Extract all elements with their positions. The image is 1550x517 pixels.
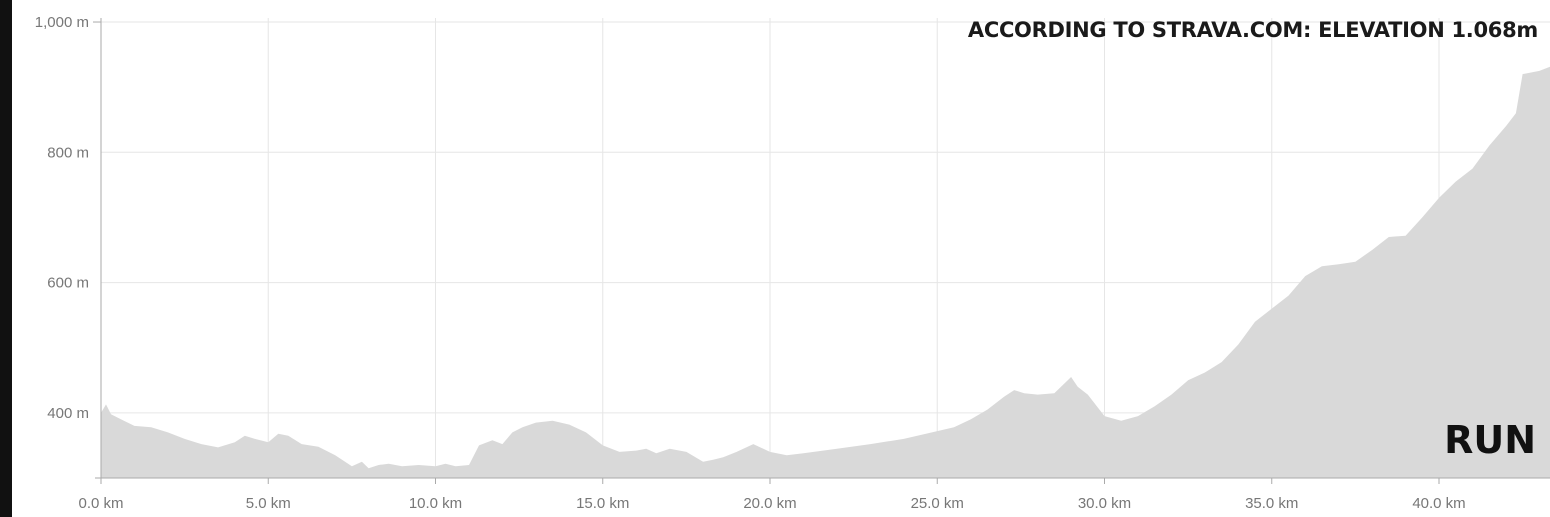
x-tick-label: 30.0 km	[1078, 495, 1131, 512]
x-tick-label: 40.0 km	[1412, 495, 1465, 512]
x-tick-label: 20.0 km	[743, 495, 796, 512]
x-tick-label: 15.0 km	[576, 495, 629, 512]
run-label: RUN	[1444, 418, 1536, 462]
x-tick-label: 0.0 km	[78, 495, 123, 512]
y-tick-label: 600 m	[47, 275, 89, 292]
chart-title: ACCORDING TO STRAVA.COM: ELEVATION 1.068…	[967, 18, 1538, 42]
x-tick-label: 10.0 km	[409, 495, 462, 512]
y-tick-label: 1,000 m	[35, 14, 89, 31]
tick-labels: 400 m 600 m 800 m 1,000 m 0.0 km 5.0 km 10.0 k…	[35, 14, 1466, 512]
x-tick-label: 25.0 km	[911, 495, 964, 512]
y-tick-label: 400 m	[47, 405, 89, 422]
chart-axes	[93, 18, 1550, 484]
elevation-area-layer	[101, 66, 1550, 478]
x-tick-label: 35.0 km	[1245, 495, 1298, 512]
chart-grid	[101, 18, 1550, 478]
x-tick-label: 5.0 km	[246, 495, 291, 512]
elevation-area-series	[101, 66, 1550, 478]
y-tick-label: 800 m	[47, 144, 89, 161]
left-edge-bar	[0, 0, 12, 517]
